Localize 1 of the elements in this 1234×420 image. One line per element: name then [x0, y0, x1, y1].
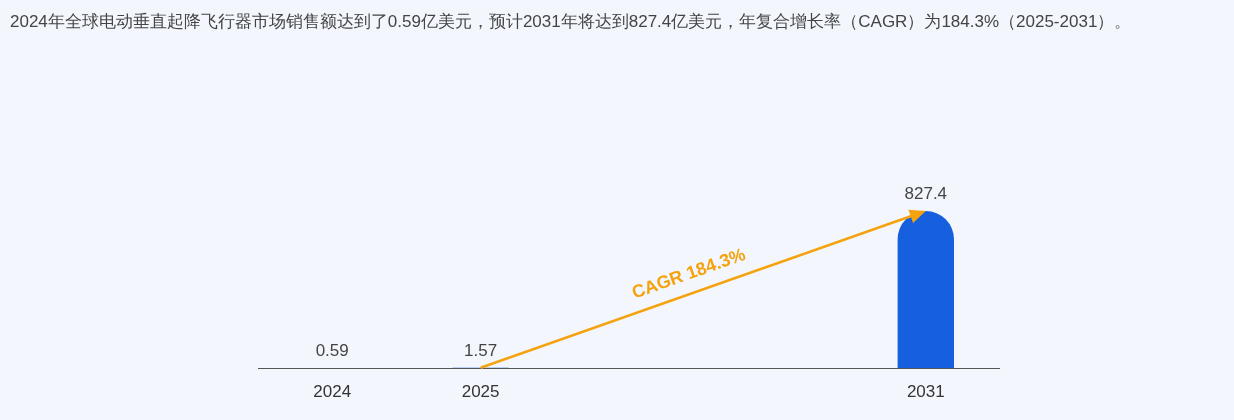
title: 2024年全球电动垂直起降飞行器市场销售额达到了0.59亿美元，预计2031年将达到827.4亿美元，年复合增长率（CAGR）为184.3%（2025-2031）。	[10, 11, 1133, 33]
